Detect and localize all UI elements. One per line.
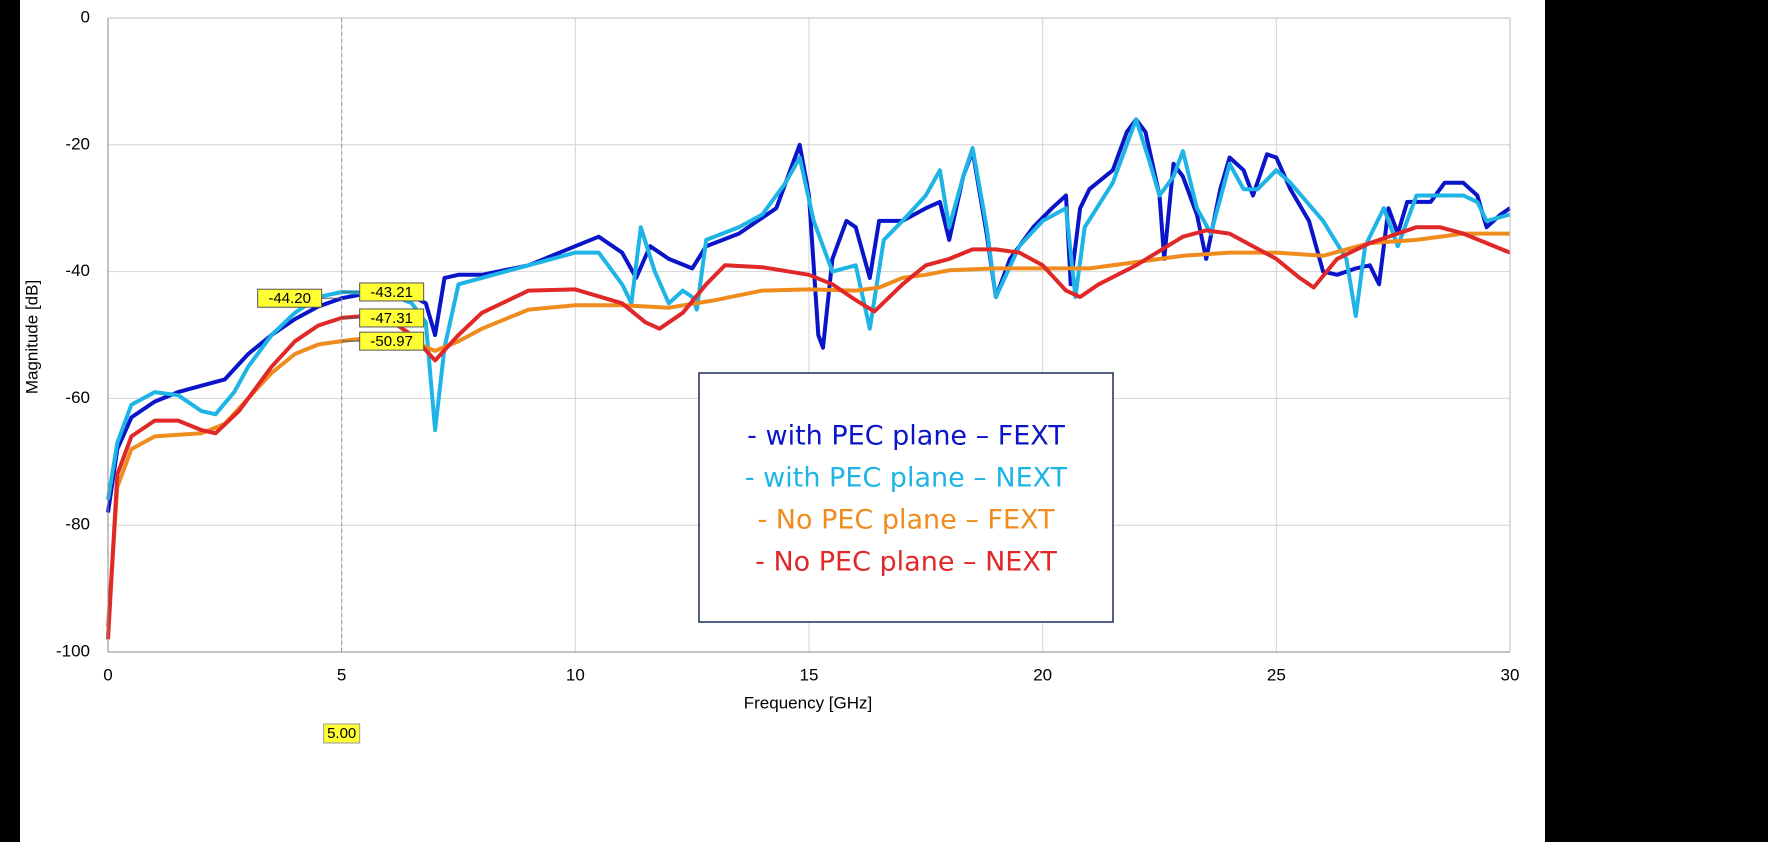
marker-x-label: 5.00 bbox=[327, 725, 356, 742]
x-tick-label: 15 bbox=[800, 665, 819, 684]
y-tick-label: -100 bbox=[56, 641, 90, 660]
y-tick-label: -40 bbox=[65, 261, 90, 280]
legend: - with PEC plane – FEXT - with PEC plane … bbox=[699, 373, 1113, 622]
x-tick-label: 25 bbox=[1267, 665, 1286, 684]
marker-label: -43.21 bbox=[370, 284, 413, 301]
marker-label: -44.20 bbox=[268, 290, 311, 307]
x-tick-label: 30 bbox=[1501, 665, 1520, 684]
x-tick-label: 10 bbox=[566, 665, 585, 684]
corner bbox=[0, 685, 20, 842]
x-tick-label: 20 bbox=[1033, 665, 1052, 684]
marker-label: -47.31 bbox=[370, 310, 413, 327]
legend-entry: - with PEC plane – NEXT bbox=[745, 463, 1068, 494]
x-tick-label: 5 bbox=[337, 665, 346, 684]
x-axis-title: Frequency [GHz] bbox=[744, 693, 873, 712]
y-axis-title: Magnitude [dB] bbox=[22, 280, 41, 394]
legend-box bbox=[699, 373, 1113, 622]
x-tick-label: 0 bbox=[103, 665, 112, 684]
y-tick-label: -20 bbox=[65, 134, 90, 153]
marker-label: -50.97 bbox=[370, 333, 413, 350]
chart: 0 -20 -40 -60 -80 -100 0 5 10 15 20 25 30 Frequency … bbox=[0, 0, 1768, 842]
legend-entry: - No PEC plane – NEXT bbox=[755, 547, 1057, 578]
y-tick-label: -80 bbox=[65, 515, 90, 534]
y-tick-label: 0 bbox=[81, 7, 90, 26]
legend-entry: - No PEC plane – FEXT bbox=[757, 505, 1055, 536]
legend-entry: - with PEC plane – FEXT bbox=[747, 421, 1065, 452]
y-tick-label: -60 bbox=[65, 388, 90, 407]
page: {"chart_data": { "type": "line", "xlabel… bbox=[0, 0, 1768, 842]
